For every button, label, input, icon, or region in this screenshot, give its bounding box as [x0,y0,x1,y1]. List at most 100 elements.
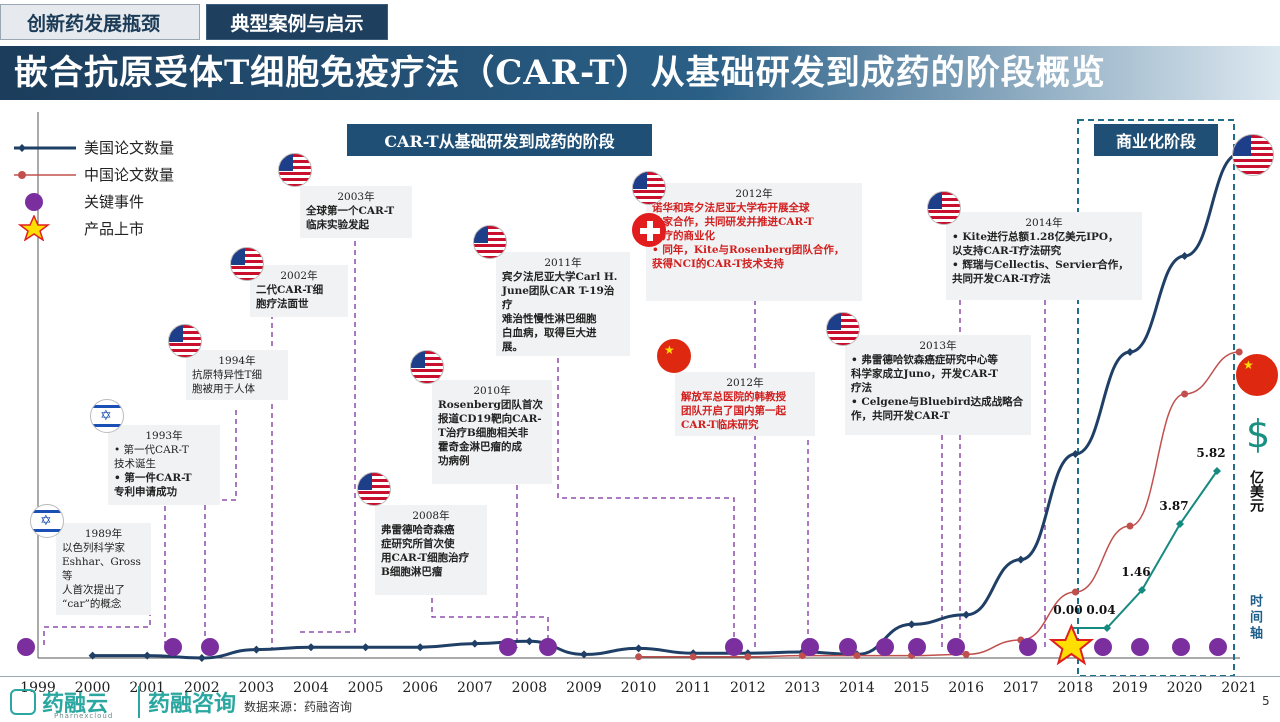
legend-item-launch: 产品上市 [12,214,174,242]
event-line: 报道CD19靶向CAR- [438,413,542,425]
x-tick-label: 2004 [293,680,329,696]
event-box-1994: 1994年 抗原特异性T细 胞被用于人体 [186,350,288,400]
event-line: • 第一件CAR-T [114,472,192,484]
us-flag-icon [826,312,860,346]
event-line: 独家合作，共同研发并推进CAR-T [652,216,814,228]
key-event-dot [539,638,557,656]
market-value-label: 5.82 [1196,446,1225,460]
event-box-2013: 2013年 • 弗雷德哈钦森癌症研究中心等 科学家成立Juno，开发CAR-T 疗… [845,335,1031,435]
x-tick-label: 2009 [566,680,602,696]
event-line: • 弗雷德哈钦森癌症研究中心等 [851,354,998,366]
timeline-label: 时间轴 [1247,594,1262,642]
event-line: 弗雷德哈奇森癌 [381,524,455,536]
market-unit-label: 亿美元 [1248,470,1264,512]
event-line: 作，共同开发CAR-T [851,410,950,422]
key-event-dot [1172,638,1190,656]
us-flag-icon [357,472,391,506]
event-line: June团队CAR T-19治疗 [502,285,615,311]
event-line: 治疗的商业化 [652,230,715,242]
x-tick-label: 2017 [1003,680,1039,696]
event-line: • Kite进行总额1.28亿美元IPO， [952,231,1119,243]
event-year: 2011年 [544,257,582,269]
x-tick-label: 2005 [348,680,384,696]
x-tick-label: 2014 [839,680,875,696]
pharnexcloud-logo: 药融云 Pharnexcloud [10,686,112,720]
market-value-label: 1.46 [1121,565,1150,579]
key-event-dot [201,638,219,656]
event-line: T治疗B细胞相关非 [438,427,529,439]
cn-papers-point [689,653,697,661]
market-point [1103,624,1111,632]
us-papers-point [88,651,97,660]
us-flag-icon [168,324,202,358]
x-tick-label: 2006 [402,680,438,696]
us-papers-point [143,651,152,660]
logo-icon [10,689,36,715]
event-year: 2003年 [337,191,375,203]
commercial-stage-label: 商业化阶段 [1094,124,1218,156]
event-line: 科学家成立Juno，开发CAR-T [851,368,998,380]
x-tick-label: 2018 [1058,680,1094,696]
event-box-2010: 2010年 Rosenberg团队首次 报道CD19靶向CAR- T治疗B细胞相关非霍… [432,380,552,484]
cn-papers-point [1071,588,1079,596]
us-flag-icon [410,350,444,384]
event-line: 人首次提出了 [62,584,125,596]
us-papers-point [1071,450,1080,458]
tab-cases[interactable]: 典型案例与启示 [206,4,388,40]
event-year: 1993年 [145,430,183,442]
x-tick-label: 2019 [1112,680,1148,696]
event-year: 2013年 [919,340,957,352]
event-line: 白血病，取得巨大进 [502,327,597,339]
us-papers-point [907,620,916,629]
key-event-dot [164,638,182,656]
key-event-dot [1209,638,1227,656]
event-connector [431,598,549,648]
event-line: 临床实验发起 [306,219,369,231]
top-navigation: 创新药发展瓶颈 典型案例与启示 [0,0,1280,44]
legend-us-label: 美国论文数量 [84,139,175,157]
legend-cn-label: 中国论文数量 [84,166,175,184]
event-year: 1994年 [218,355,256,367]
event-line: CAR-T临床研究 [681,419,759,431]
us-papers-point [307,643,315,652]
event-line: 胞被用于人体 [192,383,255,395]
israel-flag-icon [30,504,64,538]
event-box-2014: 2014年 • Kite进行总额1.28亿美元IPO， 以支持CAR-T疗法研究 •… [946,212,1142,300]
cn-papers-point [744,653,752,661]
event-line: 获得NCI的CAR-T技术支持 [652,258,785,270]
tab1-label: 创新药发展瓶颈 [27,12,161,35]
event-line: • 辉瑞与Cellectis、Servier合作， [952,259,1129,271]
cn-papers-point [962,650,970,658]
event-line: 症研究所首次使 [381,538,455,550]
key-event-dot [1094,638,1112,656]
event-line: 宾夕法尼亚大学Carl H. [502,271,618,283]
legend-event-label: 关键事件 [84,193,145,211]
market-point [1138,586,1146,594]
event-line: 疗法 [851,382,872,394]
x-tick-label: 2015 [894,680,930,696]
event-year: 2002年 [280,270,318,282]
cn-papers-point [1235,348,1243,356]
x-tick-label: 2016 [948,680,984,696]
event-line: 胞疗法面世 [256,298,309,310]
event-line: 以色列科学家 [62,542,125,554]
us-papers-point [1126,348,1134,356]
event-year: 2010年 [473,385,511,397]
event-line: Rosenberg团队首次 [438,399,543,411]
tab-innovation-bottleneck[interactable]: 创新药发展瓶颈 [0,4,200,40]
key-event-dot [876,638,894,656]
event-year: 2012年 [726,377,764,389]
page-title: 嵌合抗原受体T细胞免疫疗法（CAR-T）从基础研发到成药的阶段概览 [14,53,1106,93]
us-papers-point [525,637,534,646]
key-event-dot [801,638,819,656]
us-flag-icon [1232,134,1274,176]
x-tick-label: 2011 [675,680,711,696]
israel-flag-icon [90,399,124,433]
legend-item-cn: 中国论文数量 [12,161,174,188]
footer-divider [0,676,1280,677]
legend: 美国论文数量 中国论文数量 关键事件 产品上市 [12,134,174,242]
event-line: 难治性慢性淋巴细胞 [502,313,597,325]
market-point [1213,467,1221,475]
us-papers-point [962,610,971,619]
event-box-2011: 2011年宾夕法尼亚大学Carl H. June团队CAR T-19治疗难治性慢性… [496,252,630,356]
